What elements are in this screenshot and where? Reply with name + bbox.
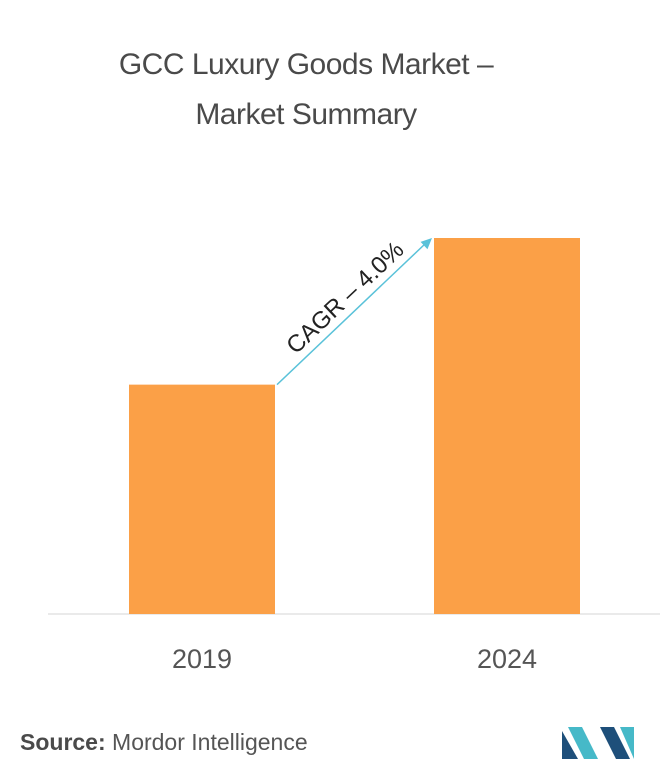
logo-shape-middle: [568, 727, 598, 759]
source-note: Source: Mordor Intelligence: [20, 729, 308, 756]
bar-2024: [434, 238, 580, 614]
cagr-label: CAGR – 4.0%: [281, 236, 409, 359]
x-tick-labels: 2019 2024: [172, 644, 537, 674]
cagr-arrow-line: [276, 242, 427, 386]
mordor-intelligence-logo: [562, 727, 634, 759]
chart-title: GCC Luxury Goods Market – Market Summary: [0, 40, 612, 140]
logo-shape-right: [600, 727, 630, 759]
bar-2019: [129, 384, 275, 614]
chart-title-line-1: GCC Luxury Goods Market –: [118, 48, 494, 81]
cagr-arrow-head: [420, 238, 432, 250]
logo-shape-left: [562, 731, 578, 759]
cagr-annotation: CAGR – 4.0%: [276, 236, 432, 386]
source-label: Source:: [20, 729, 106, 755]
x-tick-label-2024: 2024: [477, 644, 537, 674]
x-tick-label-2019: 2019: [172, 644, 232, 674]
bars-group: [129, 238, 580, 614]
bar-chart: 2019 2024 CAGR – 4.0%: [48, 236, 660, 674]
chart-title-line-2: Market Summary: [195, 98, 417, 131]
source-value: Mordor Intelligence: [112, 729, 308, 755]
logo-shape-end: [620, 727, 634, 759]
